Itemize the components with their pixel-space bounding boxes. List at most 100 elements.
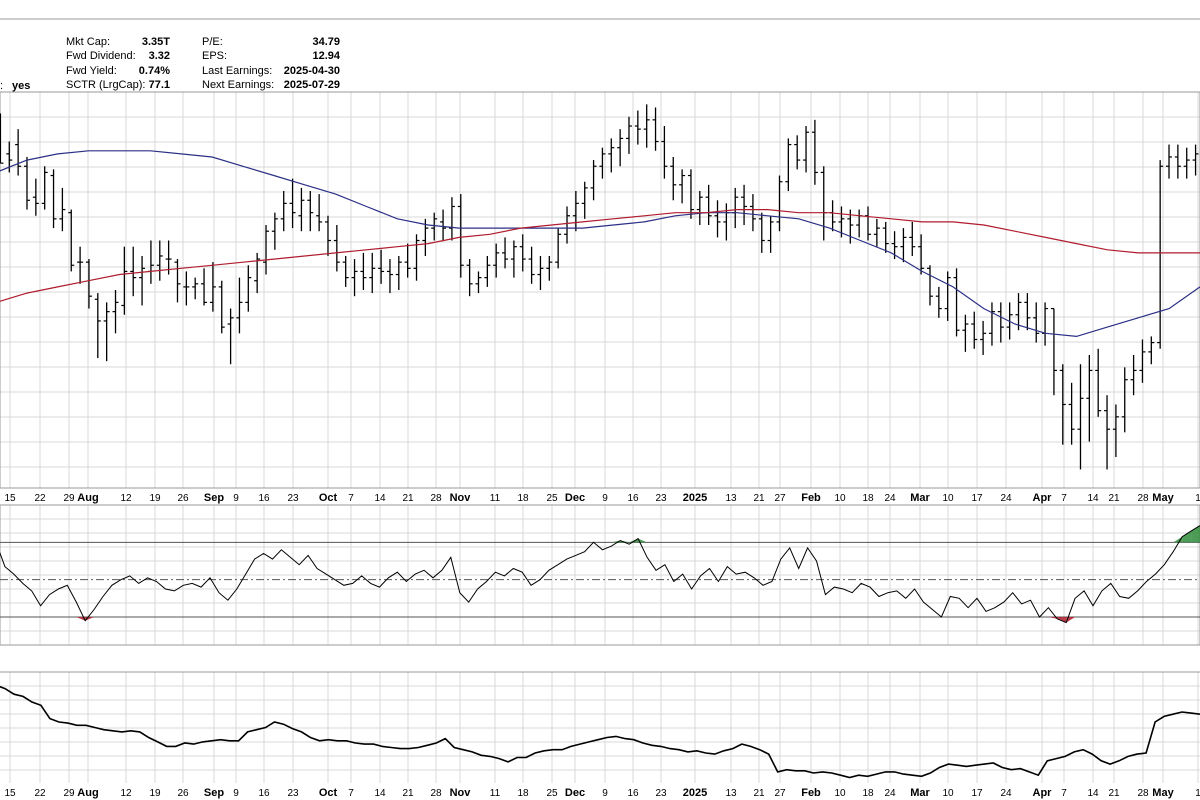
x-tick-label: 23 [287,788,299,799]
x-tick-label: 19 [149,788,161,799]
x-tick-label: 18 [517,788,529,799]
x-tick-label: Aug [77,787,98,799]
stats-header: Mkt Cap: 3.35T Fwd Dividend: 3.32 Fwd Yi… [0,18,1200,92]
x-tick-label: 2025 [683,787,707,799]
x-tick-label: 27 [774,788,786,799]
stat-label-sctr: SCTR (LrgCap): [66,79,145,91]
x-tick-label: 1 [1195,493,1200,504]
x-tick-label: 9 [602,788,608,799]
stat-value-pe: 34.79 [312,36,340,48]
rsi-line-group [0,525,1200,624]
x-tick-label: 24 [884,788,896,799]
x-tick-label: Nov [450,787,472,799]
x-tick-label: 16 [627,493,639,504]
rsi-overbought-fill [1191,525,1200,543]
x-tick-label: Nov [450,492,472,504]
x-tick-label: 7 [1061,493,1067,504]
stat-label-fwd-dividend: Fwd Dividend: [66,50,136,62]
x-tick-label: May [1152,492,1174,504]
stat-value-last-earnings: 2025-04-30 [284,65,340,77]
stat-value-fwd-dividend: 3.32 [149,50,170,62]
x-tick-label: Apr [1033,787,1053,799]
x-tick-label: 24 [1000,788,1012,799]
stat-value-sctr: 77.1 [149,79,170,91]
rsi-levels [0,541,1200,618]
rsi-oversold-fill [76,617,86,621]
x-tick-label: 19 [149,493,161,504]
x-tick-label: 18 [862,493,874,504]
x-tick-label: Sep [204,492,224,504]
x-tick-label: Oct [319,787,338,799]
stat-value-mkt-cap: 3.35T [142,36,170,48]
x-tick-label: 9 [233,788,239,799]
x-tick-label: 21 [1108,493,1120,504]
flag-prefix: : [0,80,3,92]
x-tick-label: 2025 [683,492,707,504]
x-tick-label: Sep [204,787,224,799]
rsi-overbought-fill [1182,531,1192,543]
x-tick-label: 18 [517,493,529,504]
relative-strength-line [0,685,1200,779]
x-tick-label: 22 [34,788,46,799]
x-tick-label: 23 [655,493,667,504]
x-tick-label: 24 [884,493,896,504]
x-tick-label: 23 [287,493,299,504]
x-tick-label: 21 [1108,788,1120,799]
x-tick-label: Feb [801,492,821,504]
x-tick-label: Feb [801,787,821,799]
x-tick-label: May [1152,787,1174,799]
stat-label-fwd-yield: Fwd Yield: [66,65,117,77]
x-tick-label: Apr [1033,492,1053,504]
x-tick-label: 11 [490,788,501,799]
stat-label-next-earnings: Next Earnings: [202,79,274,91]
x-tick-label: 16 [258,788,270,799]
x-tick-label: 29 [63,493,75,504]
rsi-line [0,525,1200,624]
x-tick-label: 14 [1087,788,1099,799]
rsi-panel-border [0,504,1200,646]
stat-value-fwd-yield: 0.74% [139,65,170,77]
x-tick-label: 25 [546,493,558,504]
x-tick-label: 7 [348,788,354,799]
x-tick-label: 28 [1137,788,1149,799]
price-grid [0,92,1200,488]
stat-value-next-earnings: 2025-07-29 [284,79,340,91]
x-tick-label: 10 [834,788,846,799]
x-tick-label: 21 [402,493,414,504]
x-tick-label: 10 [834,493,846,504]
x-tick-label: 21 [753,788,765,799]
x-tick-label: 26 [177,788,189,799]
price-panel-border [0,91,1200,489]
x-tick-label: 17 [971,788,983,799]
moving-averages [0,150,1200,338]
stat-value-eps: 12.94 [312,50,340,62]
x-tick-label: 16 [627,788,639,799]
x-tick-label: 7 [348,493,354,504]
x-tick-label: 10 [942,788,954,799]
price-bars [0,104,1199,470]
relative-strength-line-group [0,685,1200,779]
x-tick-label: 7 [1061,788,1067,799]
x-tick-label: Aug [77,492,98,504]
x-tick-label: 12 [120,788,132,799]
x-tick-label: 28 [1137,493,1149,504]
x-tick-label: Oct [319,492,338,504]
x-tick-label: 11 [490,493,501,504]
price-panel [0,91,1200,489]
x-tick-label: 26 [177,493,189,504]
x-tick-label: 29 [63,788,75,799]
rsi-panel [0,504,1200,646]
x-tick-label: Mar [910,492,930,504]
x-tick-label: 1 [1195,788,1200,799]
x-tick-label: 28 [430,788,442,799]
x-axis-bottom: 15 22 29 Aug 12 19 26 Sep 9 16 23 Oct 7 14 21 28 Nov 11 18… [4,787,1200,799]
relative-strength-panel [0,671,1200,783]
x-tick-label: 24 [1000,493,1012,504]
x-tick-label: 25 [546,788,558,799]
stat-label-mkt-cap: Mkt Cap: [66,36,110,48]
x-tick-label: Mar [910,787,930,799]
x-tick-label: 15 [4,788,16,799]
moving-average-200-day [0,209,1200,302]
rsi-oversold-fill [1066,617,1076,623]
